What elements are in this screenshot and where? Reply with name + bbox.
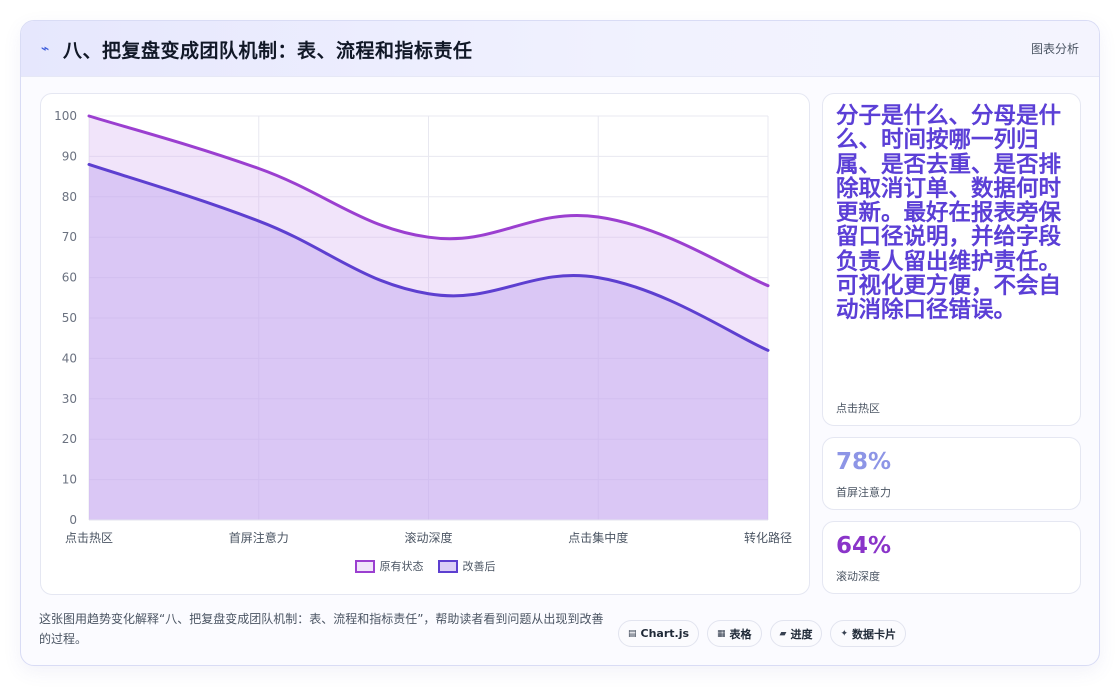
- stat-caption-scroll: 滚动深度: [836, 570, 880, 583]
- stat-value-scroll: 64%: [836, 533, 892, 559]
- legend-swatch-original: [354, 559, 375, 573]
- chart-description: 这张图用趋势变化解释“八、把复盘变成团队机制：表、流程和指标责任”，帮助读者看到…: [39, 612, 604, 646]
- series-line-0: [87, 114, 770, 288]
- sparkle-icon: ✦: [840, 628, 849, 639]
- chip-label: 数据卡片: [852, 627, 897, 641]
- chip-label: 表格: [729, 627, 752, 641]
- chip-label: Chart.js: [640, 627, 690, 640]
- definition-note-card: 分子是什么、分母是什么、时间按哪一列归属、是否去重、是否排除取消订单、数据何时更…: [822, 93, 1081, 426]
- y-tick-label: 50: [62, 311, 77, 325]
- card-header: ⌁ 八、把复盘变成团队机制：表、流程和指标责任 图表分析: [21, 21, 1099, 77]
- x-tick-label: 点击集中度: [568, 530, 628, 545]
- area-chart: 0 10 20 30 40 50 60 70 80 90 100 点击热区 首屏注意力 滚动深度 点击集中度…: [54, 109, 792, 545]
- pulse-icon: ⌁: [41, 41, 50, 57]
- y-tick-label: 0: [69, 513, 77, 527]
- x-tick-label: 转化路径: [744, 530, 792, 545]
- chip-data-cards[interactable]: ✦ 数据卡片: [830, 620, 907, 647]
- series-line-1: [87, 162, 770, 352]
- y-tick-label: 10: [62, 473, 77, 487]
- y-tick-label: 20: [62, 432, 77, 446]
- y-tick-label: 40: [62, 351, 77, 365]
- y-tick-label: 30: [62, 392, 77, 406]
- chart-card: ⌁ 八、把复盘变成团队机制：表、流程和指标责任 图表分析 0 10 20 30 40 50…: [20, 20, 1100, 666]
- x-tick-label: 首屏注意力: [229, 530, 289, 545]
- legend-label-original: 原有状态: [379, 560, 424, 573]
- page-title: 八、把复盘变成团队机制：表、流程和指标责任: [63, 40, 473, 62]
- y-tick-label: 100: [54, 109, 77, 123]
- chart-analysis-link[interactable]: 图表分析: [1030, 42, 1079, 56]
- legend-item-improved[interactable]: 改善后: [437, 558, 496, 574]
- note-caption: 点击热区: [836, 402, 880, 415]
- x-tick-label: 点击热区: [65, 531, 113, 545]
- y-tick-label: 70: [62, 230, 77, 244]
- chip-table[interactable]: ▦ 表格: [707, 620, 762, 647]
- legend-item-original[interactable]: 原有状态: [354, 558, 424, 574]
- table-icon: ▦: [717, 628, 726, 639]
- tech-chips: ▤ Chart.js ▦ 表格 ▰ 进度 ✦ 数据卡片: [618, 620, 907, 647]
- y-tick-label: 60: [62, 271, 77, 285]
- y-tick-label: 80: [62, 190, 77, 204]
- chart-legend: 原有状态 改善后: [41, 558, 809, 574]
- chart-icon: ▤: [628, 628, 637, 639]
- chip-chartjs[interactable]: ▤ Chart.js: [618, 620, 700, 647]
- series-area-1: [89, 164, 768, 520]
- stat-caption-attention: 首屏注意力: [836, 486, 891, 499]
- chip-label: 进度: [790, 627, 813, 641]
- chart-panel: 0 10 20 30 40 50 60 70 80 90 100 点击热区 首屏注意力 滚动深度 点击集中度…: [40, 93, 810, 595]
- progress-icon: ▰: [779, 628, 787, 639]
- y-tick-label: 90: [62, 149, 77, 163]
- legend-label-improved: 改善后: [462, 560, 496, 573]
- stat-card-attention: 78% 首屏注意力: [822, 437, 1081, 510]
- definition-note-text: 分子是什么、分母是什么、时间按哪一列归属、是否去重、是否排除取消订单、数据何时更…: [836, 103, 1062, 324]
- x-tick-label: 滚动深度: [404, 530, 452, 545]
- stat-card-scroll: 64% 滚动深度: [822, 521, 1081, 594]
- chip-progress[interactable]: ▰ 进度: [769, 620, 823, 647]
- stat-value-attention: 78%: [836, 449, 892, 475]
- legend-swatch-improved: [437, 559, 458, 573]
